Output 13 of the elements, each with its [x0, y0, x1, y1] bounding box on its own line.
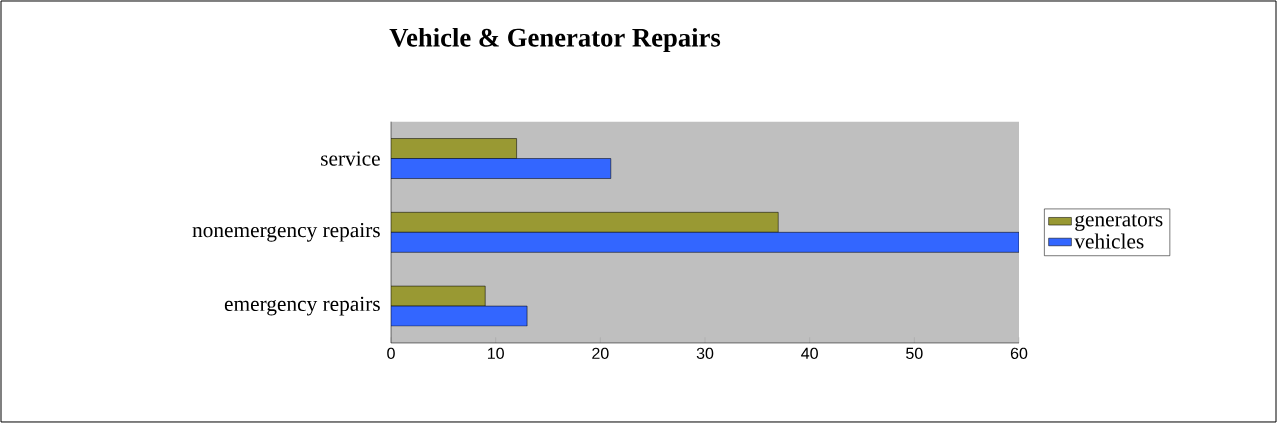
x-tick-label: 40 — [801, 347, 818, 360]
y-tick-label: nonemergency repairs — [192, 222, 380, 242]
legend-label: vehicles — [1074, 233, 1144, 249]
x-tick-label: 50 — [906, 347, 923, 360]
x-tick-label: 0 — [387, 347, 395, 360]
y-tick-label: emergency repairs — [224, 296, 380, 316]
y-tick-label: service — [321, 151, 380, 166]
x-tick-label: 20 — [592, 347, 609, 360]
legend-label: generators — [1075, 214, 1163, 231]
x-tick-label: 60 — [1010, 347, 1028, 360]
chart-title: Vehicle & Generator Repairs — [389, 27, 721, 53]
x-tick-label: 30 — [696, 347, 714, 360]
x-tick-label: 10 — [487, 347, 504, 360]
